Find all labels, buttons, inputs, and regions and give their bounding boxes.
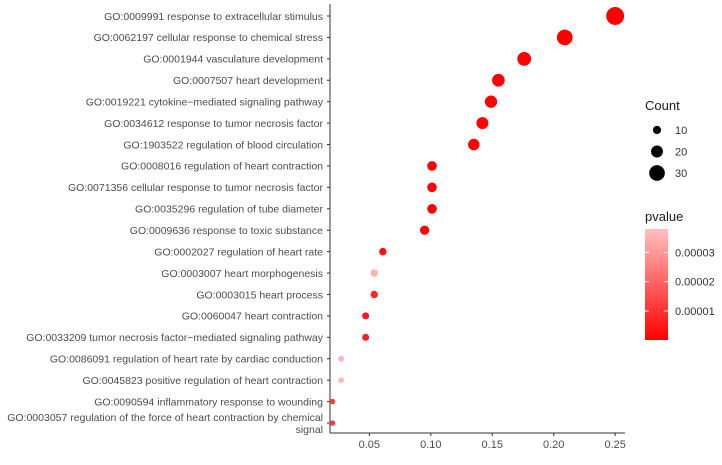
y-tick-label: GO:0071356 cellular response to tumor ne… xyxy=(68,182,324,194)
data-point xyxy=(379,247,387,256)
data-point xyxy=(556,29,573,46)
y-tick-label: GO:0062197 cellular response to chemical… xyxy=(94,32,323,44)
count-legend-dot xyxy=(651,145,663,158)
y-tick-label: GO:1903522 regulation of blood circulati… xyxy=(123,139,323,151)
y-tick-label: GO:0003015 heart process xyxy=(196,289,323,301)
y-tick-label: GO:0009636 response to toxic substance xyxy=(130,225,323,237)
y-tick-label: GO:0009991 response to extracellular sti… xyxy=(104,11,323,23)
count-legend-title: Count xyxy=(645,98,680,113)
data-point xyxy=(338,377,345,384)
y-tick-label: GO:0003007 heart morphogenesis xyxy=(161,268,323,280)
data-point xyxy=(370,269,378,277)
pvalue-tick-label: 0.00002 xyxy=(675,277,715,289)
x-tick-label: 0.15 xyxy=(482,439,503,451)
count-legend-dot xyxy=(649,165,665,181)
y-tick-label: GO:0033209 tumor necrosis factor−mediate… xyxy=(26,332,324,344)
x-tick-label: 0.10 xyxy=(420,439,441,451)
y-tick-label: GO:0003057 regulation of the force of he… xyxy=(7,412,323,436)
y-axis-ticks xyxy=(327,15,330,424)
data-point xyxy=(420,225,430,235)
data-point xyxy=(492,73,505,87)
count-legend-dot xyxy=(652,125,662,135)
data-point xyxy=(329,420,336,426)
y-axis-labels: GO:0009991 response to extracellular sti… xyxy=(7,11,324,436)
data-point xyxy=(362,312,370,320)
count-legend-label: 30 xyxy=(675,168,687,180)
y-tick-label: GO:0060047 heart contraction xyxy=(182,311,323,323)
y-tick-label: GO:0008016 regulation of heart contracti… xyxy=(121,161,323,173)
data-point xyxy=(329,398,336,405)
pvalue-tick-label: 0.00003 xyxy=(675,247,715,259)
data-point xyxy=(427,161,437,171)
pvalue-colorbar xyxy=(645,229,668,340)
y-tick-label: GO:0035296 regulation of tube diameter xyxy=(135,204,323,216)
y-tick-label: GO:0086091 regulation of heart rate by c… xyxy=(50,354,323,366)
plot-area: GO:0009991 response to extracellular sti… xyxy=(7,4,626,451)
data-point xyxy=(427,182,437,193)
data-point xyxy=(468,138,480,151)
data-point xyxy=(338,355,345,362)
y-tick-label: GO:0019221 cytokine−mediated signaling p… xyxy=(86,96,324,108)
data-point xyxy=(427,203,437,214)
y-tick-label: GO:0002027 regulation of heart rate xyxy=(154,246,323,258)
pvalue-legend-ticks: 0.00001 0.00002 0.00003 xyxy=(645,247,715,318)
data-point xyxy=(370,290,378,299)
data-point xyxy=(476,117,489,130)
data-point xyxy=(517,51,532,66)
y-tick-label: GO:0007507 heart development xyxy=(173,75,323,87)
data-point xyxy=(362,333,370,341)
y-tick-label: GO:0034612 response to tumor necrosis fa… xyxy=(104,118,323,130)
x-tick-label: 0.20 xyxy=(543,439,564,451)
count-legend-keys: 10 20 30 xyxy=(649,125,687,181)
y-tick-label: GO:0045823 positive regulation of heart … xyxy=(83,375,324,387)
pvalue-legend-title: pvalue xyxy=(645,209,683,224)
x-axis-ticks: 0.05 0.10 0.15 0.20 0.25 xyxy=(359,433,626,451)
y-tick-label: GO:0001944 vasculature development xyxy=(143,54,323,66)
y-tick-label: GO:0090594 inflammatory response to woun… xyxy=(94,396,323,408)
data-point xyxy=(606,7,625,25)
pvalue-legend: pvalue 0.00001 0.00002 0.00003 xyxy=(645,209,715,340)
x-tick-label: 0.05 xyxy=(359,439,380,451)
data-point xyxy=(484,95,498,108)
pvalue-tick-label: 0.00001 xyxy=(675,306,715,318)
data-points xyxy=(329,7,625,426)
count-legend-label: 10 xyxy=(675,125,687,137)
count-legend-label: 20 xyxy=(675,147,687,159)
count-legend: Count 10 20 30 xyxy=(645,98,687,181)
x-tick-label: 0.25 xyxy=(604,439,625,451)
